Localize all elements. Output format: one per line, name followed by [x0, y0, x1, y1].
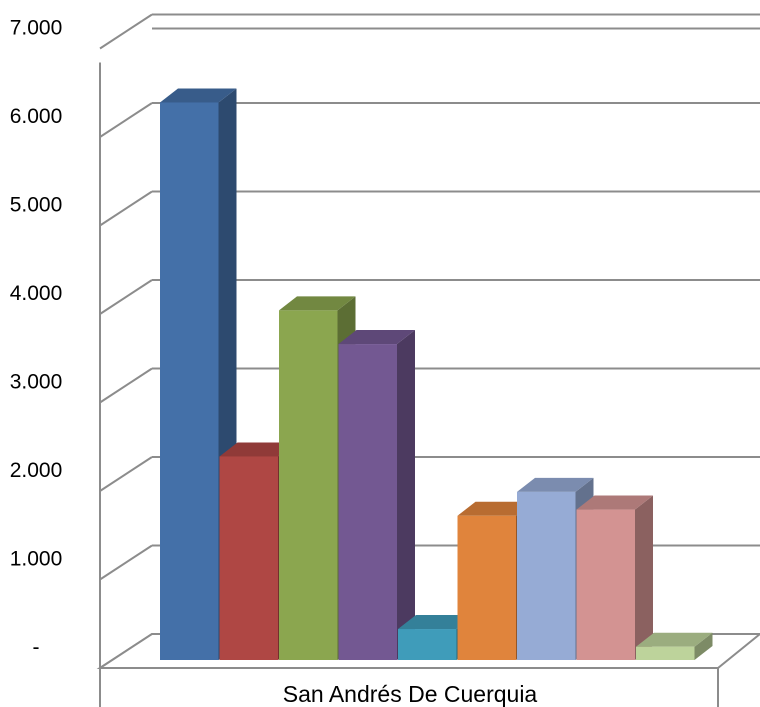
bar-top [517, 477, 594, 492]
bar [338, 330, 415, 660]
bar-side [635, 495, 653, 660]
y-tick-label: 4.000 [10, 282, 63, 305]
bar-top [457, 501, 534, 516]
bar-top [160, 88, 237, 103]
gridline [99, 279, 760, 315]
bar-top [636, 632, 713, 647]
gridline [99, 102, 760, 138]
bar [636, 632, 713, 660]
y-tick-label: 5.000 [10, 194, 63, 217]
bar [398, 615, 475, 660]
bar-front [576, 509, 635, 660]
y-tick-label: - [33, 636, 40, 659]
bar-top [279, 296, 356, 311]
bar-front [517, 491, 576, 660]
y-tick-label: 3.000 [10, 371, 63, 394]
x-axis: San Andrés De Cuerquia [283, 681, 538, 707]
bar-front [636, 646, 695, 660]
bars [160, 88, 713, 660]
bar-front [160, 102, 219, 660]
y-tick-label: 1.000 [10, 548, 63, 571]
bar-front [219, 456, 278, 660]
y-axis: - 1.000 2.000 3.000 4.000 5.000 6.000 7.000 [10, 17, 63, 660]
bar-front [398, 629, 457, 660]
bar-top [576, 495, 653, 510]
y-tick-label: 7.000 [10, 17, 63, 40]
bar-side [397, 330, 415, 660]
y-tick-label: 6.000 [10, 105, 63, 128]
y-tick-label: 2.000 [10, 459, 63, 482]
bar-top [219, 442, 296, 457]
gridline [99, 13, 760, 50]
category-axis-box [99, 667, 719, 707]
gridline [99, 190, 760, 227]
gridline [99, 367, 760, 404]
bar-top [398, 615, 475, 630]
bar-front [338, 344, 397, 660]
x-category-label: San Andrés De Cuerquia [283, 681, 538, 707]
bar-top [338, 330, 415, 345]
bar-front [457, 515, 516, 660]
chart-walls [99, 27, 760, 668]
bar-side [694, 632, 713, 660]
bar-front [279, 310, 338, 660]
bar [576, 495, 653, 660]
